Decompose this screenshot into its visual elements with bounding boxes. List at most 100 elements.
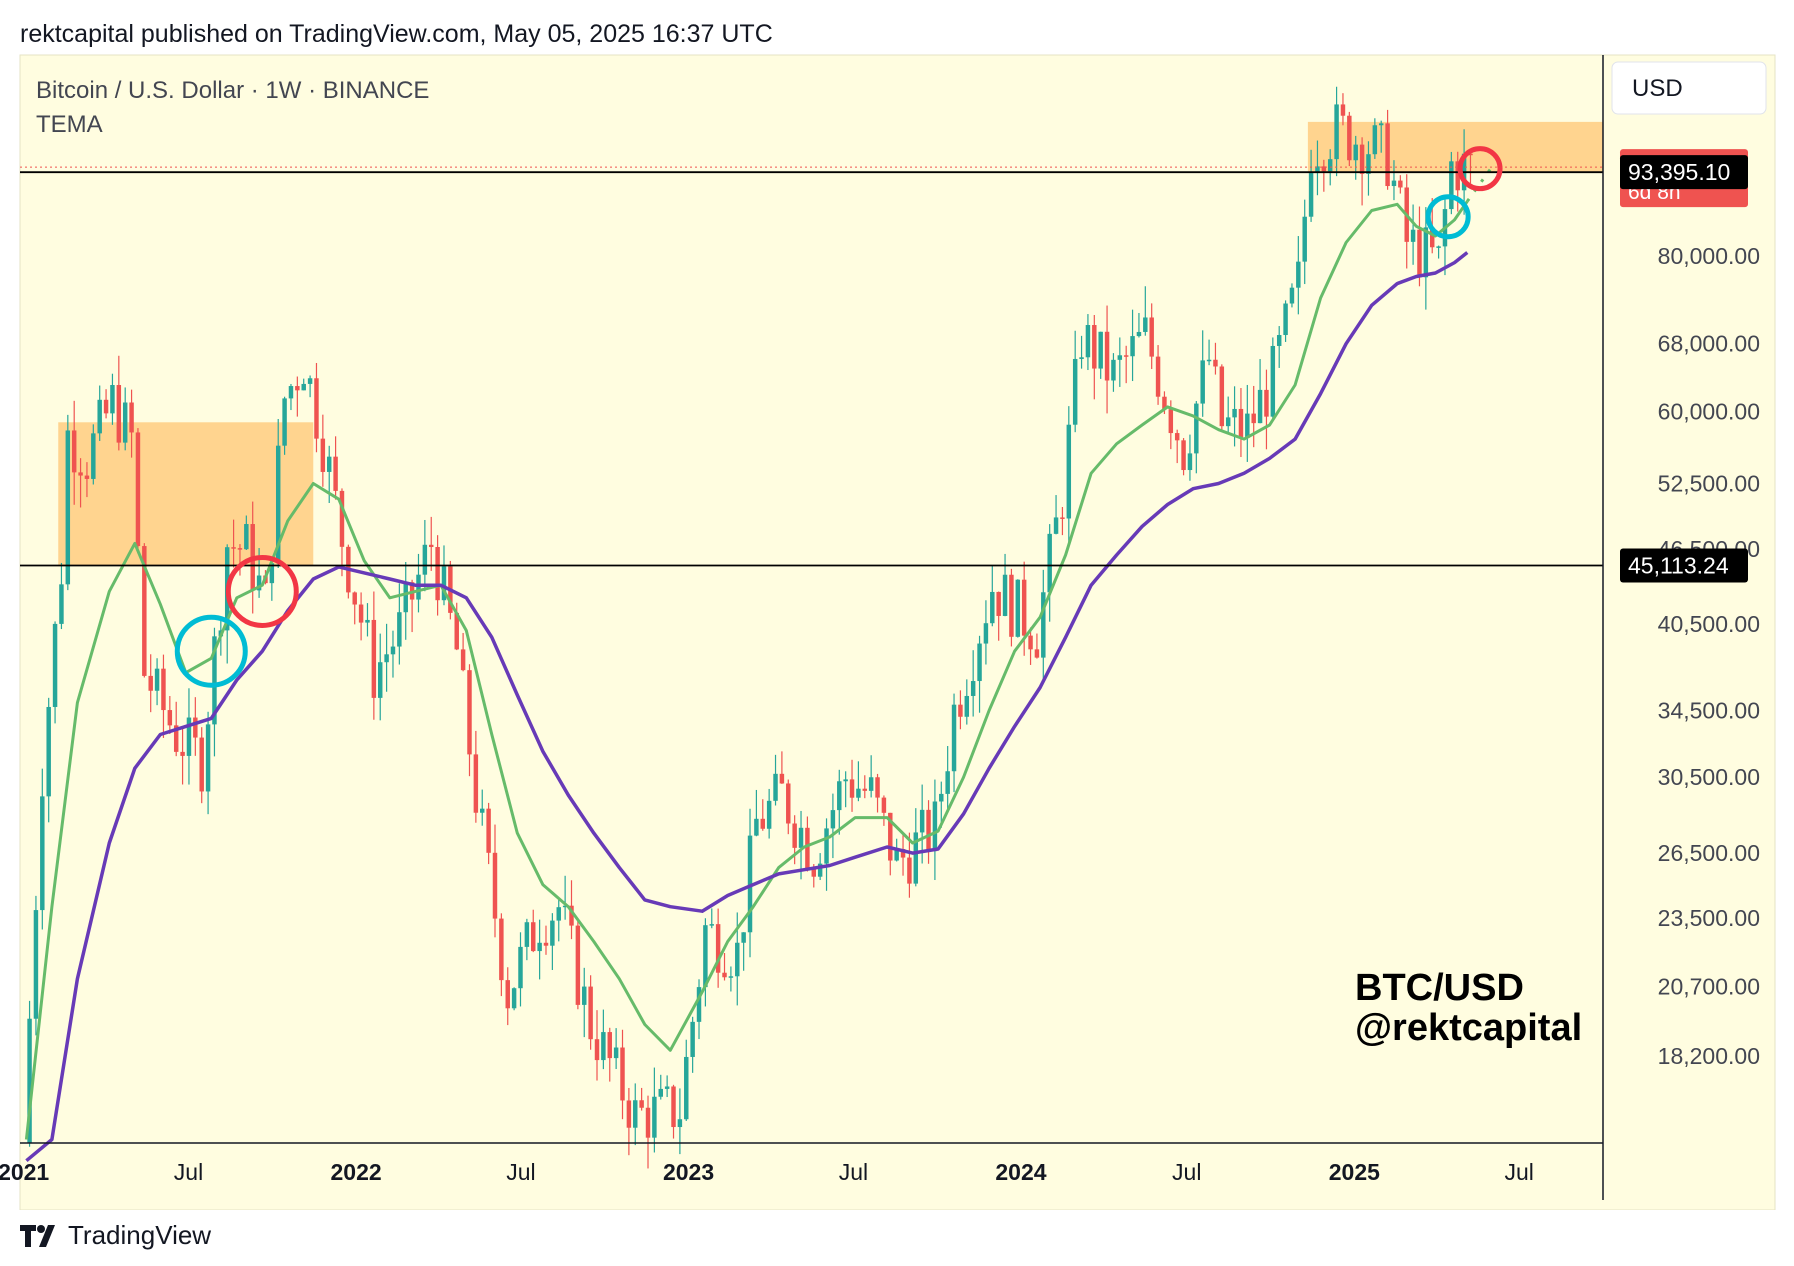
candle-body — [900, 849, 906, 858]
candle — [556, 899, 561, 942]
candle — [932, 779, 938, 881]
y-tick-label: 68,000.00 — [1658, 331, 1760, 357]
candle — [696, 979, 702, 1040]
candle — [639, 1087, 644, 1111]
candle — [939, 781, 944, 828]
candle — [1321, 159, 1327, 192]
candle — [926, 800, 931, 864]
candle — [314, 362, 319, 453]
candle-body — [843, 779, 848, 782]
y-tick-label: 60,000.00 — [1658, 398, 1760, 424]
candle-body — [792, 823, 797, 848]
candle-body — [1391, 180, 1397, 187]
candle — [1410, 204, 1416, 265]
annotation-circle-3 — [1425, 194, 1471, 240]
candle-body — [798, 827, 804, 848]
candle — [703, 918, 708, 1007]
candle — [1181, 438, 1186, 476]
candle — [1225, 396, 1231, 433]
candle-body — [116, 385, 122, 443]
candle-body — [543, 942, 549, 946]
candle — [1136, 313, 1142, 338]
candle-body — [1072, 358, 1078, 425]
candle-body — [505, 980, 510, 1009]
candle-body — [537, 942, 542, 952]
candle-body — [1034, 649, 1040, 658]
candle-body — [384, 654, 389, 663]
candle-body — [524, 922, 530, 947]
candle — [1449, 151, 1454, 215]
candle — [537, 919, 542, 980]
candle-body — [970, 681, 976, 696]
candle-body — [779, 773, 785, 784]
candle — [295, 376, 300, 417]
candle — [626, 1087, 632, 1156]
candle-body — [435, 547, 440, 601]
candle — [377, 633, 383, 721]
chart-frame — [19, 54, 1776, 1210]
candle — [1302, 199, 1307, 285]
candle — [1283, 300, 1288, 342]
candle-body — [173, 725, 179, 752]
candle — [288, 383, 294, 411]
candle — [728, 966, 734, 992]
candle-body — [1378, 123, 1384, 126]
candle — [1347, 111, 1352, 167]
candle-body — [473, 754, 479, 813]
candle — [1276, 326, 1282, 368]
candle — [1366, 141, 1371, 196]
candle-body — [1264, 389, 1269, 417]
candle-body — [1187, 453, 1193, 471]
candle-body — [110, 385, 115, 414]
candle — [180, 727, 185, 785]
candle-body — [677, 1119, 683, 1128]
candle — [881, 795, 887, 826]
candle-body — [275, 445, 281, 564]
candle-body — [766, 800, 772, 829]
candle-body — [301, 383, 306, 391]
x-tick-label: Jul — [1505, 1159, 1534, 1185]
candle-body — [1289, 287, 1295, 304]
candle-body — [390, 646, 396, 655]
candle — [1174, 429, 1180, 464]
candle-body — [429, 544, 434, 548]
candle — [307, 375, 313, 398]
y-tick-label: 40,500.00 — [1658, 611, 1760, 637]
tema-slow-line — [25, 251, 1469, 1163]
candle — [269, 562, 275, 601]
candle-body — [205, 724, 211, 792]
candle — [84, 462, 90, 498]
candle — [601, 1009, 606, 1070]
candle — [103, 389, 109, 419]
candle-body — [186, 717, 192, 756]
candle — [1072, 330, 1078, 433]
y-tick-label: 80,000.00 — [1658, 243, 1760, 269]
candle-body — [91, 433, 96, 479]
x-tick-label: 2024 — [995, 1159, 1046, 1185]
candle-body — [1468, 153, 1473, 156]
x-tick-label: 2022 — [331, 1159, 382, 1185]
currency-button[interactable] — [1611, 61, 1767, 115]
candle — [875, 773, 880, 813]
candle-body — [1168, 409, 1174, 434]
candle-body — [1092, 325, 1097, 369]
candle-body — [556, 907, 561, 921]
candle-body — [1009, 574, 1014, 637]
candle-body — [1257, 389, 1263, 424]
candle — [154, 658, 160, 706]
candle-body — [550, 920, 555, 946]
candle-body — [333, 456, 338, 491]
btc-weekly-chart[interactable]: 110,000.0080,000.0068,000.0060,000.0052,… — [0, 0, 1794, 1210]
candle-body — [122, 402, 128, 443]
candle-body — [696, 987, 702, 1022]
candle — [798, 810, 804, 880]
candle — [1085, 314, 1091, 371]
candle-body — [1296, 261, 1301, 288]
candle — [1398, 175, 1403, 194]
candle-body — [607, 1032, 612, 1059]
currency-label: USD — [1632, 75, 1683, 102]
candle-body — [492, 852, 498, 919]
candle — [352, 591, 357, 625]
candle — [951, 693, 957, 793]
candle — [1436, 245, 1441, 259]
